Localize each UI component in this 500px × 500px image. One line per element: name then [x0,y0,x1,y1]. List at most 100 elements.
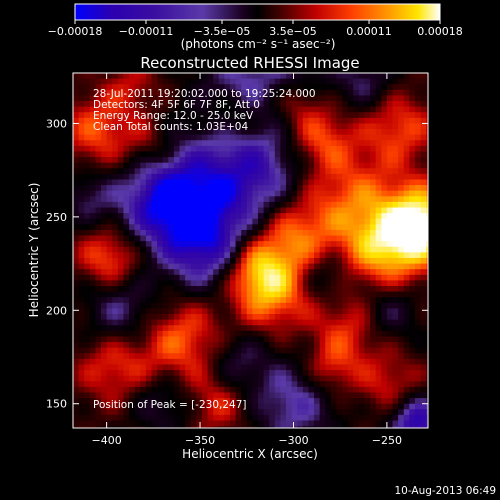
heatmap-cell [129,224,136,231]
heatmap-cell [308,134,315,141]
heatmap-cell [336,308,343,315]
heatmap-cell [263,386,270,394]
heatmap-cell [241,398,248,405]
heatmap-cell [190,319,197,326]
heatmap-cell [140,257,147,265]
heatmap-cell [134,224,141,231]
heatmap-cell [426,224,428,231]
heatmap-cell [330,302,338,310]
heatmap-cell [347,112,354,119]
heatmap-cell [84,89,91,97]
heatmap-cell [409,420,416,427]
heatmap-cell [117,370,125,377]
heatmap-cell [84,117,91,125]
heatmap-cell [364,129,371,136]
heatmap-cell [123,235,130,242]
heatmap-cell [123,224,130,231]
heatmap-cell [263,185,270,192]
heatmap-cell [196,386,203,394]
heatmap-cell [342,218,349,225]
heatmap-cell [229,420,237,427]
heatmap-cell [95,112,102,119]
heatmap-cell [325,73,332,80]
heatmap-cell [426,398,428,405]
heatmap-cell [375,196,382,203]
heatmap-cell [291,392,298,399]
heatmap-cell [101,123,108,130]
heatmap-cell [319,246,326,253]
heatmap-cell [386,353,394,360]
heatmap-cell [257,392,265,399]
heatmap-cell [330,179,338,186]
heatmap-cell [224,235,231,242]
heatmap-cell [207,201,214,209]
heatmap-cell [151,319,158,326]
heatmap-cell [168,78,175,85]
heatmap-cell [129,409,136,416]
heatmap-cell [78,314,85,321]
heatmap-cell [201,140,209,147]
heatmap-cell [308,426,315,428]
heatmap-cell [409,330,416,338]
heatmap-cell [246,325,253,332]
heatmap-cell [274,229,281,237]
heatmap-cell [207,241,214,248]
heatmap-cell [336,392,343,399]
heatmap-cell [319,95,326,102]
heatmap-cell [78,95,85,102]
heatmap-cell [106,392,113,399]
heatmap-cell [286,185,293,192]
heatmap-cell [336,426,343,428]
heatmap-cell [297,252,304,259]
heatmap-cell [269,185,276,192]
heatmap-cell [123,201,130,209]
heatmap-cell [145,218,153,225]
heatmap-cell [347,330,354,338]
heatmap-cell [297,224,304,231]
heatmap-cell [201,84,209,91]
heatmap-cell [409,84,416,91]
heatmap-cell [95,375,102,382]
heatmap-cell [101,280,108,287]
heatmap-cell [263,134,270,141]
heatmap-cell [89,173,97,181]
heatmap-cell [190,112,197,119]
heatmap-cell [134,89,141,97]
heatmap-cell [173,347,181,354]
heatmap-cell [342,319,349,326]
heatmap-cell [414,241,422,248]
heatmap-cell [314,426,321,428]
heatmap-cell [375,129,382,136]
heatmap-cell [364,426,371,428]
heatmap-cell [414,229,422,237]
heatmap-cell [229,398,237,405]
heatmap-cell [151,173,158,181]
heatmap-cell [101,252,108,259]
heatmap-cell [89,314,97,321]
heatmap-cell [89,78,97,85]
heatmap-cell [218,129,225,136]
heatmap-cell [106,319,113,326]
heatmap-cell [314,129,321,136]
heatmap-cell [364,78,371,85]
heatmap-cell [84,185,91,192]
heatmap-cell [190,179,197,186]
heatmap-cell [78,426,85,428]
heatmap-cell [297,246,304,253]
heatmap-cell [129,241,136,248]
heatmap-cell [381,185,388,192]
heatmap-cell [117,297,125,304]
heatmap-cell [145,117,153,125]
heatmap-cell [364,297,371,304]
heatmap-cell [336,168,343,175]
heatmap-cell [308,106,315,113]
heatmap-cell [207,123,214,130]
heatmap-cell [286,414,293,422]
heatmap-cell [269,179,276,186]
heatmap-cell [269,274,276,281]
heatmap-cell [364,106,371,113]
heatmap-cell [145,280,153,287]
heatmap-cell [173,280,181,287]
heatmap-cell [263,308,270,315]
heatmap-cell [101,201,108,209]
